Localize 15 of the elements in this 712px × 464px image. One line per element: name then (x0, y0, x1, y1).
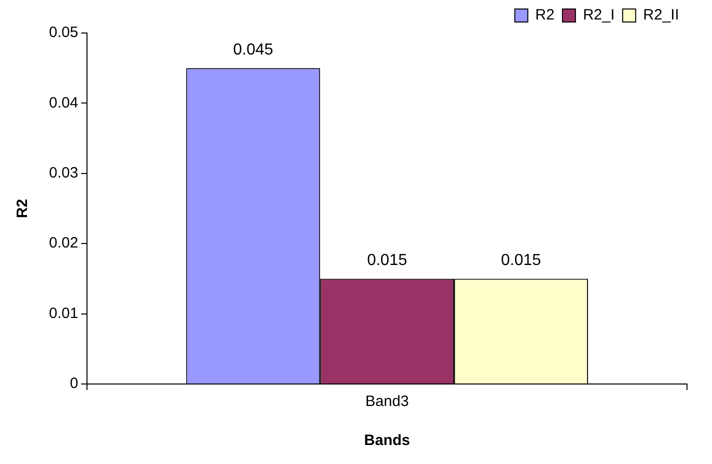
y-axis-title: R2 (14, 198, 32, 218)
y-tick-label: 0.05 (48, 24, 78, 42)
legend-label: R2_I (582, 6, 615, 24)
data-label: 0.015 (501, 252, 542, 270)
x-axis-title: Bands (364, 432, 410, 450)
data-label: 0.045 (233, 42, 274, 59)
y-tick-label: 0 (70, 375, 78, 392)
y-tick-label: 0.02 (48, 234, 78, 252)
legend-label: R2 (535, 6, 554, 24)
y-tick-label: 0.03 (48, 164, 78, 182)
y-tick-label: 0.01 (48, 304, 78, 322)
legend-label: R2_II (643, 6, 680, 24)
data-label: 0.015 (367, 252, 408, 270)
x-tick-label: Band3 (365, 393, 409, 410)
y-tick-label: 0.04 (48, 94, 78, 112)
